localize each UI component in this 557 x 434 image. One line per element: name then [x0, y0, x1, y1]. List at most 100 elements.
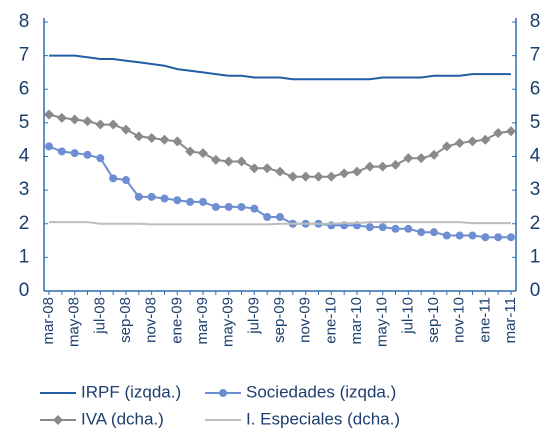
marker	[224, 202, 233, 211]
marker	[429, 149, 439, 160]
marker	[236, 156, 247, 167]
y2-tick-label: 5	[530, 112, 541, 133]
marker	[198, 148, 208, 159]
marker	[442, 231, 451, 240]
marker	[276, 213, 284, 222]
marker	[300, 171, 311, 182]
marker	[326, 171, 337, 182]
marker	[263, 213, 272, 222]
marker	[480, 134, 491, 145]
marker	[378, 223, 387, 232]
marker	[45, 142, 53, 151]
y2-tick-label: 2	[530, 213, 541, 234]
marker	[250, 204, 259, 213]
marker	[210, 154, 221, 165]
marker	[262, 163, 273, 174]
y-tick-label: 2	[19, 213, 30, 234]
marker	[287, 171, 298, 182]
marker	[275, 166, 285, 177]
legend-label: Sociedades (izqda.)	[246, 382, 396, 401]
marker	[146, 133, 157, 144]
marker	[390, 159, 401, 170]
marker	[108, 119, 119, 130]
marker	[468, 231, 477, 240]
marker	[121, 124, 131, 135]
marker	[95, 119, 106, 130]
marker	[185, 146, 196, 157]
x-tick-label: mar-11	[502, 297, 519, 343]
x-tick-label: may-08	[66, 297, 83, 347]
marker	[454, 138, 465, 149]
x-tick-label: may-09	[220, 297, 237, 347]
y2-tick-label: 8	[530, 11, 541, 32]
marker	[352, 166, 362, 177]
x-tick-label: nov-08	[143, 297, 160, 343]
marker	[416, 153, 427, 164]
y-tick-label: 6	[19, 78, 30, 99]
marker	[160, 194, 169, 203]
marker	[159, 134, 170, 145]
marker	[96, 154, 105, 163]
marker	[417, 228, 426, 237]
marker	[364, 161, 375, 172]
marker	[506, 126, 516, 137]
marker	[313, 171, 324, 182]
x-tick-label: sep-10	[425, 297, 442, 343]
marker	[173, 196, 182, 205]
y2-tick-label: 7	[530, 45, 541, 66]
marker	[494, 233, 503, 242]
marker	[223, 156, 234, 167]
series-line	[49, 221, 511, 226]
marker	[249, 163, 260, 174]
marker	[327, 221, 336, 230]
marker	[339, 168, 350, 179]
x-tick-label: nov-10	[451, 297, 468, 343]
y2-tick-label: 6	[530, 78, 541, 99]
marker	[172, 136, 183, 147]
marker	[404, 224, 413, 233]
marker	[377, 161, 388, 172]
y2-tick-label: 3	[530, 179, 541, 200]
y-tick-label: 3	[19, 179, 30, 200]
marker	[391, 224, 400, 233]
marker	[44, 109, 54, 120]
y-tick-label: 8	[19, 11, 30, 32]
x-tick-label: sep-08	[117, 297, 134, 343]
y-tick-label: 0	[19, 280, 30, 301]
x-tick-label: sep-09	[271, 297, 288, 343]
y2-tick-label: 0	[530, 280, 541, 301]
marker	[199, 197, 207, 206]
marker	[82, 116, 93, 127]
x-tick-label: may-10	[374, 297, 391, 347]
legend-label: IVA (dcha.)	[81, 409, 164, 428]
marker	[186, 197, 195, 206]
marker	[147, 192, 156, 201]
marker	[134, 192, 143, 201]
marker	[211, 202, 220, 211]
legend-label: I. Especiales (dcha.)	[246, 409, 400, 428]
marker	[219, 389, 227, 397]
legend-label: IRPF (izqda.)	[81, 382, 181, 401]
marker	[109, 174, 118, 183]
marker	[507, 233, 515, 242]
marker	[122, 176, 130, 185]
x-tick-label: jul-10	[399, 297, 416, 335]
x-tick-label: mar-08	[40, 297, 57, 345]
x-tick-label: nov-09	[297, 297, 314, 343]
y-tick-label: 7	[19, 45, 30, 66]
x-tick-label: mar-09	[194, 297, 211, 345]
x-tick-label: mar-10	[348, 297, 365, 345]
marker	[83, 150, 92, 159]
y-tick-label: 4	[19, 146, 30, 167]
x-tick-label: ene-10	[322, 297, 339, 344]
marker	[403, 153, 414, 164]
x-tick-label: jul-09	[245, 297, 262, 335]
series-line	[49, 54, 511, 81]
x-tick-label: jul-08	[91, 297, 108, 335]
marker	[430, 228, 438, 237]
x-tick-label: ene-11	[476, 297, 493, 343]
marker	[70, 149, 79, 158]
marker	[455, 231, 464, 240]
marker	[237, 202, 246, 211]
marker	[481, 233, 490, 242]
